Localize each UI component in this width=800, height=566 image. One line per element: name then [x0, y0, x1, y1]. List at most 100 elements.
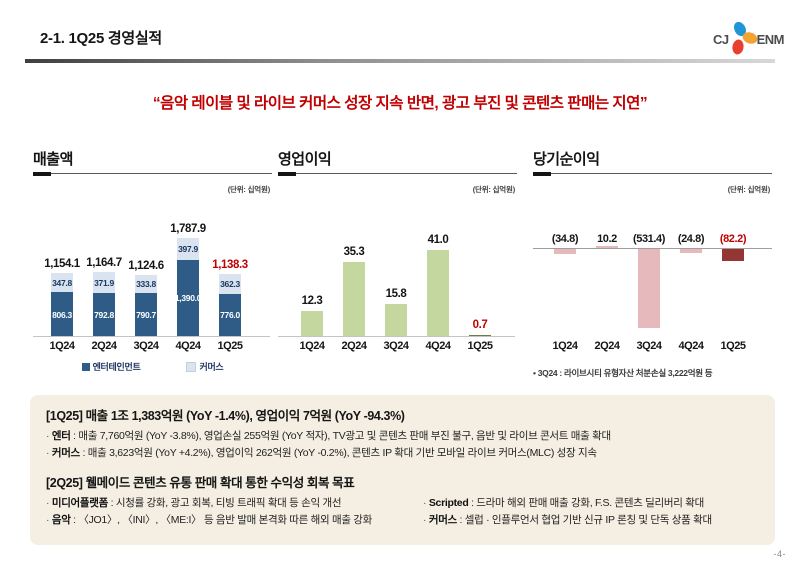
- bar-value-label: (34.8): [551, 233, 579, 245]
- bar-value-label: 12.3: [301, 294, 323, 307]
- key-message: “음악 레이블 및 라이브 커머스 성장 지속 반면, 광고 부진 및 콘텐츠 …: [152, 95, 648, 112]
- bullet-text: : 드라마 해외 판매 매출 강화, F.S. 콘텐츠 딜리버리 확대: [471, 497, 704, 509]
- x-axis-line: [33, 336, 270, 337]
- net-income-chart: 당기순이익 (단위: 십억원) (34.8) 10.2 (531.4) (24.8)(…: [533, 148, 772, 392]
- chart-title: 매출액: [33, 151, 73, 168]
- page-number: -4-: [773, 549, 786, 559]
- plot-area: 12.3 35.3 15.8 41.0 0.7: [278, 148, 517, 392]
- page-title: 2-1. 1Q25 경영실적: [40, 30, 162, 47]
- legend-swatch-icon: [81, 362, 90, 371]
- commerce-value-label: 333.8: [136, 278, 156, 289]
- bullet-text: : 매출 3,623억원 (YoY +4.2%), 영업이익 262억원 (Yo…: [82, 447, 598, 459]
- bar-entertainment-segment: [93, 292, 115, 337]
- x-axis-label: 2Q24: [91, 340, 117, 352]
- summary-bullet: · 커머스 : 매출 3,623억원 (YoY +4.2%), 영업이익 262…: [46, 445, 759, 462]
- net-income-bar: [722, 249, 744, 262]
- zero-axis-line: [533, 248, 772, 249]
- bar-total-label: 1,787.9: [170, 222, 206, 235]
- x-axis-line: [278, 336, 515, 337]
- legend-label: 커머스: [199, 362, 224, 372]
- bar-entertainment-segment: [177, 259, 199, 337]
- bar-value-label: 41.0: [427, 234, 449, 247]
- q2-bullets: · 미디어플랫폼 : 시청률 강화, 광고 회복, 티빙 트래픽 확대 등 손익…: [46, 495, 759, 529]
- entertainment-value-label: 806.3: [52, 309, 72, 320]
- bar-commerce-segment: [219, 273, 241, 294]
- legend-label: 엔터테인먼트: [92, 362, 141, 372]
- bullet-label: 커머스: [428, 514, 460, 526]
- bullet-text: : 시청률 강화, 광고 회복, 티빙 트래픽 확대 등 손익 개선: [110, 497, 342, 509]
- q1-bullets: · 엔터 : 매출 7,760억원 (YoY -3.8%), 영업손실 255억…: [46, 428, 759, 462]
- x-axis-label: 2Q24: [594, 340, 620, 352]
- q2-heading: [2Q25] 웰메이드 콘텐츠 유통 판매 확대 통한 수익성 회복 목표: [46, 476, 355, 490]
- chart-title-underline: [278, 171, 517, 176]
- q1-heading: [1Q25] 매출 1조 1,383억원 (YoY -1.4%), 영업이익 7…: [46, 409, 405, 423]
- bar-commerce-segment: [135, 274, 157, 294]
- operating-profit-bar: [427, 250, 449, 337]
- cj-flower-icon: [732, 21, 757, 55]
- operating-profit-chart: 영업이익 (단위: 십억원) 12.3 35.3 15.8 41.0 0.7 1Q24 2…: [278, 148, 517, 392]
- x-axis-label: 2Q24: [341, 340, 367, 352]
- bar-entertainment-segment: [135, 293, 157, 337]
- net-income-bar: [554, 249, 576, 255]
- bullet-text: : 셀럽 · 인플루언서 협업 기반 신규 IP 론칭 및 단독 상품 확대: [459, 514, 713, 526]
- bar-value-label: (24.8): [677, 233, 705, 245]
- x-axis-label: 1Q25: [720, 340, 746, 352]
- commerce-value-label: 347.8: [52, 277, 72, 288]
- bullet-icon: ·: [423, 514, 429, 526]
- bar-entertainment-segment: [219, 293, 241, 337]
- bar-value-label: (531.4): [632, 233, 666, 245]
- bullet-label: 미디어플랫폼: [51, 497, 111, 509]
- bar-commerce-segment: [177, 237, 199, 260]
- chart-title-underline: [533, 171, 772, 176]
- bar-total-label: 1,138.3: [212, 258, 248, 271]
- bullet-icon: ·: [46, 430, 52, 442]
- bar-commerce-segment: [51, 272, 73, 293]
- summary-bullet: · 엔터 : 매출 7,760억원 (YoY -3.8%), 영업손실 255억…: [46, 428, 759, 445]
- x-axis-label: 3Q24: [133, 340, 159, 352]
- chart-footnote: • 3Q24 : 라이브시티 유형자산 처분손실 3,222억원 등: [533, 368, 713, 378]
- bar-total-label: 1,164.7: [86, 257, 122, 270]
- entertainment-value-label: 1,390.0: [174, 293, 202, 304]
- x-axis-label: 1Q24: [299, 340, 325, 352]
- bar-value-label: 10.2: [597, 233, 617, 245]
- chart-title-underline: [33, 171, 272, 176]
- commerce-value-label: 371.9: [94, 277, 114, 288]
- x-axis-label: 1Q24: [49, 340, 75, 352]
- operating-profit-bar: [385, 303, 407, 337]
- x-axis-label: 4Q24: [425, 340, 451, 352]
- bullet-label: Scripted: [428, 497, 472, 509]
- bullet-icon: ·: [46, 514, 52, 526]
- bar-value-label: 0.7: [472, 319, 488, 331]
- x-axis-label: 3Q24: [636, 340, 662, 352]
- commerce-value-label: 397.9: [178, 243, 198, 254]
- chart-title: 영업이익: [278, 151, 332, 168]
- unit-label: (단위: 십억원): [227, 185, 270, 194]
- cj-enm-logo: CJ ENM: [713, 19, 785, 59]
- logo-enm-text: ENM: [756, 31, 785, 47]
- x-axis-label: 1Q25: [217, 340, 243, 352]
- x-axis-label: 3Q24: [383, 340, 409, 352]
- bar-total-label: 1,124.6: [128, 259, 164, 272]
- chart-legend: 엔터테인먼트 커머스: [33, 360, 272, 373]
- bar-value-label: (82.2): [719, 233, 747, 245]
- unit-label: (단위: 십억원): [472, 185, 515, 194]
- summary-bullet: · 커머스 : 셀럽 · 인플루언서 협업 기반 신규 IP 론칭 및 단독 상…: [423, 512, 759, 529]
- entertainment-value-label: 790.7: [136, 310, 156, 321]
- operating-profit-bar: [301, 310, 323, 337]
- revenue-chart: 매출액 (단위: 십억원) 1,154.1 347.8 806.3 1,164.7 37…: [33, 148, 272, 392]
- bar-value-label: 15.8: [385, 287, 407, 300]
- bullet-icon: ·: [46, 447, 52, 459]
- bullet-text: : 매출 7,760억원 (YoY -3.8%), 영업손실 255억원 (Yo…: [73, 430, 611, 442]
- summary-bullet: · Scripted : 드라마 해외 판매 매출 강화, F.S. 콘텐츠 딜…: [423, 495, 759, 512]
- bullet-icon: ·: [46, 497, 52, 509]
- x-axis-label: 4Q24: [678, 340, 704, 352]
- summary-bullet: · 미디어플랫폼 : 시청률 강화, 광고 회복, 티빙 트래픽 확대 등 손익…: [46, 495, 415, 512]
- legend-item: 엔터테인먼트: [81, 360, 141, 373]
- bullet-text: : 〈JO1〉, 〈INI〉, 〈ME:I〉 등 음반 발매 본격화 따른 해외…: [73, 514, 373, 526]
- summary-bullet: · 음악 : 〈JO1〉, 〈INI〉, 〈ME:I〉 등 음반 발매 본격화 …: [46, 512, 415, 529]
- net-income-bar: [638, 249, 660, 329]
- x-axis-label: 1Q24: [552, 340, 578, 352]
- chart-title: 당기순이익: [533, 151, 600, 168]
- entertainment-value-label: 776.0: [220, 310, 240, 321]
